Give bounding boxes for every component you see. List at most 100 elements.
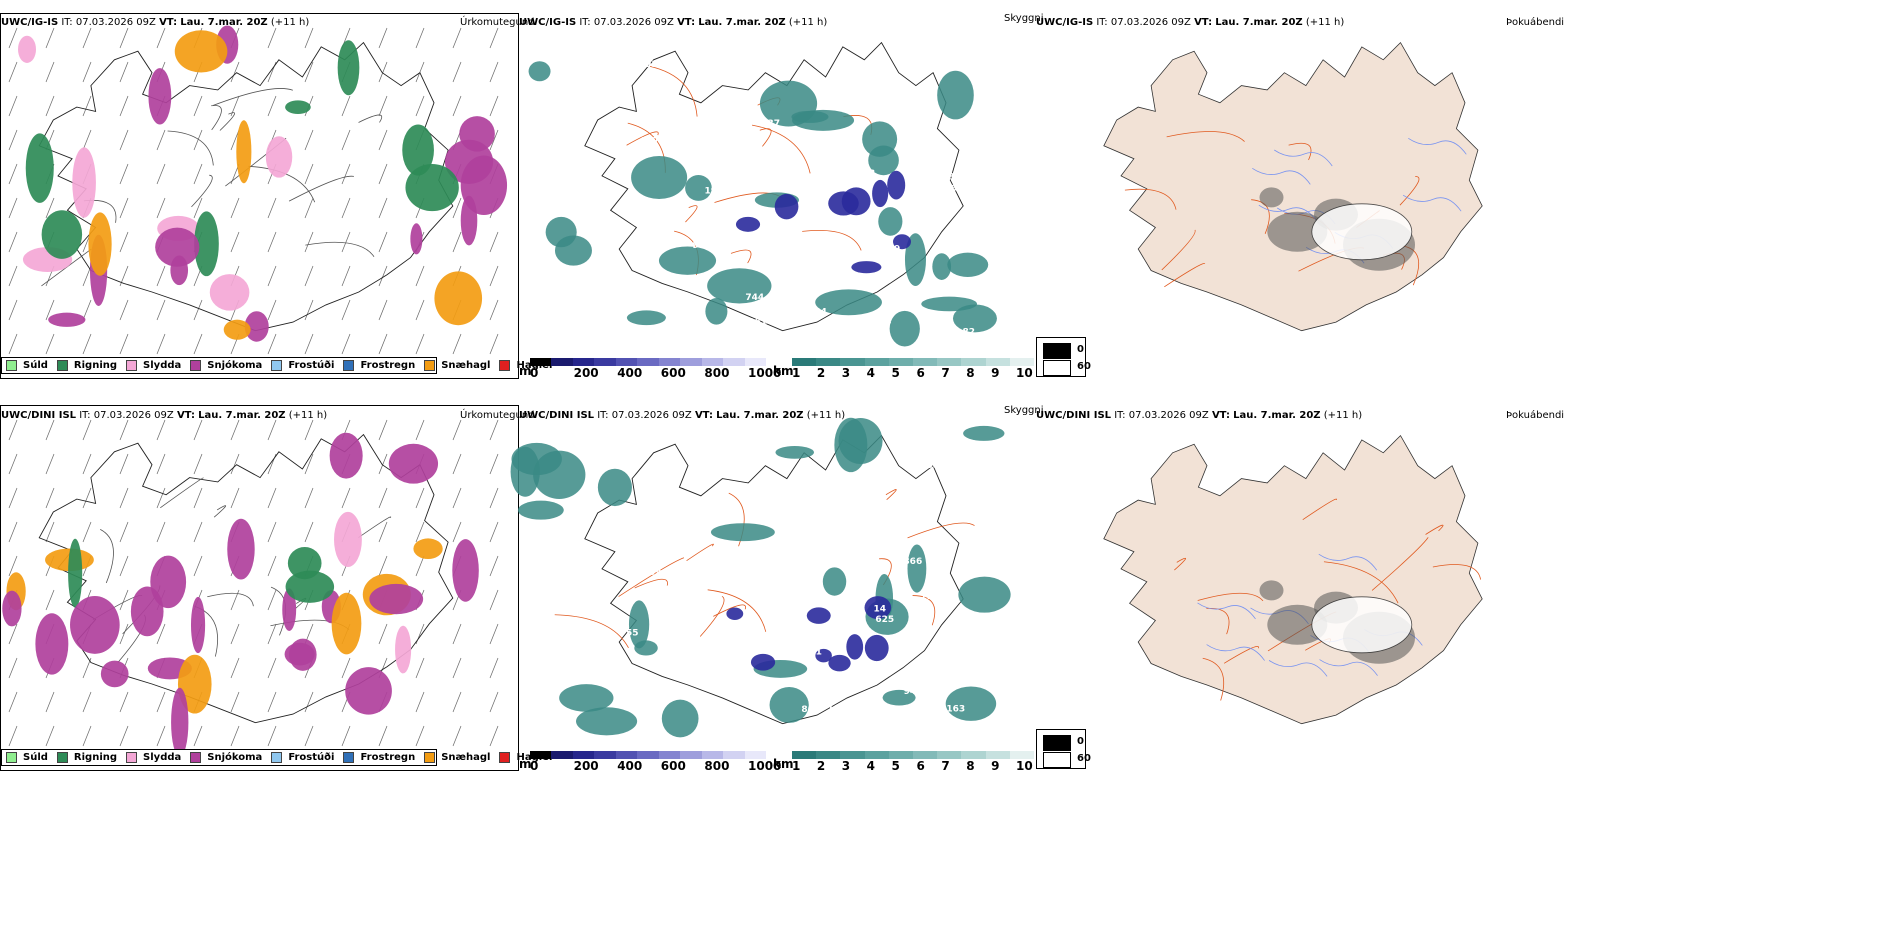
model-name: UWC/DINI ISL [1,410,77,421]
wind-barb [82,27,92,49]
vt-value: Lau. 7.mar. 20Z [180,17,268,28]
cloud-area [628,600,650,649]
it-label: IT: [579,17,591,28]
wind-barb [267,555,277,577]
colorbar-segment [637,751,660,759]
cloud-area [882,689,916,706]
cloud-base-label: 24 [774,148,787,158]
road-line [305,241,375,257]
legend-item: Frostúði [271,360,334,371]
wind-barb [8,231,18,253]
precip-area [395,625,412,674]
cloud-base-label: 132 [594,611,613,621]
colorbar-tick: 5 [891,366,900,380]
cloud-base-label: 161 [801,177,820,187]
road-line [213,505,227,518]
colorbar-segment [816,358,842,366]
cloud-base-label: 88 [843,134,856,144]
colorbar-tick: 9 [991,366,1000,380]
vt-value: Lau. 7.mar. 20Z [1233,410,1321,421]
cloud-area [685,175,712,201]
wind-barb [267,691,277,713]
wind-barb [193,163,203,185]
legend-label: Snæhagl [441,752,491,763]
road-line [885,489,897,500]
cloud-area [932,253,952,280]
wind-barb [193,299,203,321]
it-label: IT: [1114,410,1126,421]
wind-barb [341,231,351,253]
cloud-base-label: 259 [643,568,662,578]
cloud-base-label: 521 [802,536,821,546]
cloud-area [631,156,688,200]
wind-barb [489,61,499,83]
legend-swatch [6,360,17,371]
colorbar-segment [680,358,703,366]
wind-barb [156,521,166,543]
colorbar-segment [594,751,617,759]
low-cloud-area [872,179,889,208]
colorbar-segment [530,751,553,759]
wind-barb [452,197,462,219]
glacier [1311,203,1413,261]
wind-barb [415,333,425,355]
legend-item: Snæhagl [424,360,490,371]
precip-area [190,596,206,654]
colorbar-tick: 5 [891,759,900,773]
low-cloud-area [828,654,851,672]
cloud-base-label: 55 [626,629,639,639]
cloud-base-label: 865 [801,705,820,715]
wind-barb [452,333,462,355]
colorbar-tick: 400 [617,366,643,380]
colorbar-segment [658,751,682,759]
legend-label: Frostregn [360,752,416,763]
colorbar-segment [792,358,818,366]
wind-barb [341,129,351,151]
panel-type-label: Þokuábendi [1506,410,1565,421]
cloud-base-label: 33 [609,456,622,466]
colorbar-tick: 7 [941,759,950,773]
wind-barb [341,197,351,219]
legend-swatch [271,752,283,763]
colorbar-tick: 7 [941,366,950,380]
road-line [912,595,936,626]
wind-barb [8,487,18,509]
cloud-base-label: 112 [920,592,939,602]
road-line [685,205,698,223]
legend-swatch [499,360,511,371]
wind-barb [156,299,166,321]
river-line [1319,659,1378,676]
colorbar-tick: 800 [704,759,730,773]
legend-swatch [126,752,138,763]
wind-barb [378,163,388,185]
cloud-area [710,523,775,542]
colorbar-tick: 200 [573,759,599,773]
wind-barb [8,163,18,185]
cloud-base-label: 59 [585,161,598,171]
wind-barb [45,197,55,219]
wind-barb [304,299,314,321]
wind-barb [489,725,499,747]
road-line [1288,142,1312,161]
colorbar-tick: 4 [866,759,876,773]
precip-area [413,538,443,560]
wind-barb [267,419,277,441]
wind-barb [119,197,129,219]
cloud-base-label: 158 [982,106,1001,116]
fog-legend-label: 60 [1077,361,1091,372]
precip-area [2,590,22,627]
wind-barb [193,487,203,509]
wind-barb [119,521,129,543]
legend-label: Slydda [143,360,182,371]
wind-barb [156,725,166,747]
precip-area [244,311,269,342]
wind-barb [82,725,92,747]
wind-barb [489,487,499,509]
cloud-height-colorbar-row2: 0 200 400 600 800 1000 [530,751,781,773]
road-line [554,614,629,649]
wind-barb [415,725,425,747]
wind-barb [230,129,240,151]
wind-barb [119,623,129,645]
cloud-base-label: 780 [667,224,686,234]
wind-barb [267,333,277,355]
